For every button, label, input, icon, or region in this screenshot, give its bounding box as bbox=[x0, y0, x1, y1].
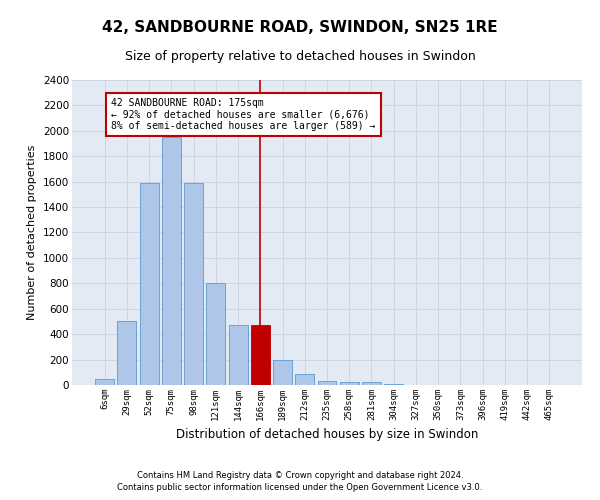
Text: 42, SANDBOURNE ROAD, SWINDON, SN25 1RE: 42, SANDBOURNE ROAD, SWINDON, SN25 1RE bbox=[102, 20, 498, 35]
Bar bbox=[384, 384, 403, 385]
Text: 42 SANDBOURNE ROAD: 175sqm
← 92% of detached houses are smaller (6,676)
8% of se: 42 SANDBOURNE ROAD: 175sqm ← 92% of deta… bbox=[112, 98, 376, 131]
Bar bbox=[229, 326, 248, 385]
Bar bbox=[340, 382, 359, 385]
Bar bbox=[206, 284, 225, 385]
Y-axis label: Number of detached properties: Number of detached properties bbox=[28, 145, 37, 320]
Bar bbox=[273, 360, 292, 385]
Bar bbox=[162, 137, 181, 385]
Bar bbox=[95, 378, 114, 385]
Text: Size of property relative to detached houses in Swindon: Size of property relative to detached ho… bbox=[125, 50, 475, 63]
Bar bbox=[362, 382, 381, 385]
Text: Contains HM Land Registry data © Crown copyright and database right 2024.: Contains HM Land Registry data © Crown c… bbox=[137, 471, 463, 480]
Bar bbox=[295, 374, 314, 385]
Bar bbox=[251, 326, 270, 385]
Bar bbox=[118, 322, 136, 385]
X-axis label: Distribution of detached houses by size in Swindon: Distribution of detached houses by size … bbox=[176, 428, 478, 442]
Bar bbox=[317, 381, 337, 385]
Bar bbox=[184, 183, 203, 385]
Bar bbox=[140, 183, 158, 385]
Text: Contains public sector information licensed under the Open Government Licence v3: Contains public sector information licen… bbox=[118, 484, 482, 492]
